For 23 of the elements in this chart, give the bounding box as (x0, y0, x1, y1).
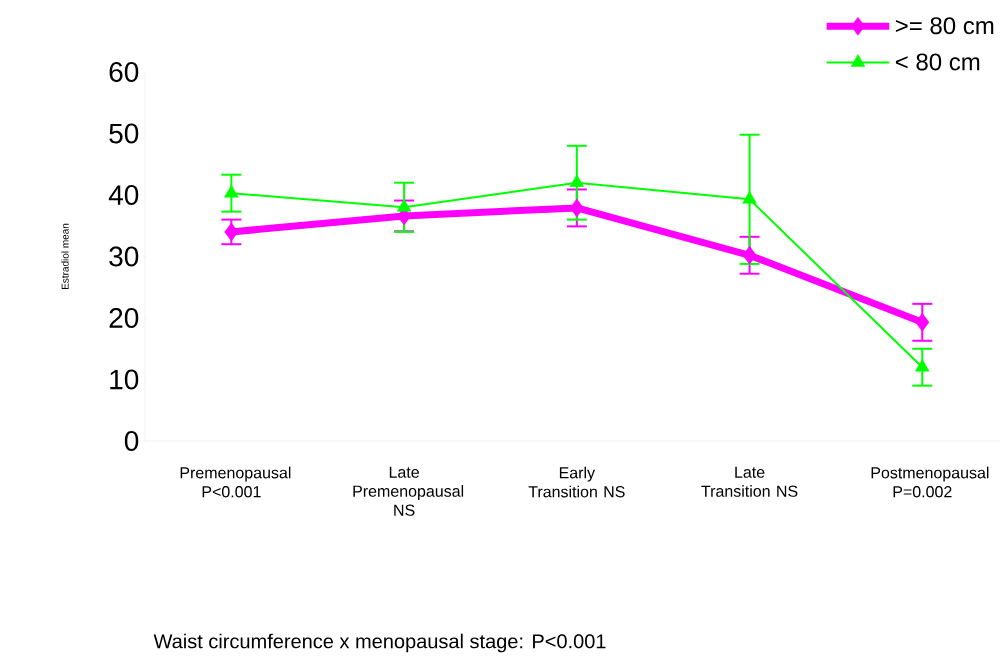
y-axis-title: Estradiol mean (61, 223, 69, 290)
y-tick-label: 10 (110, 369, 139, 390)
x-tick-label: Late Transition NS (701, 466, 798, 497)
legend-label: < 80 cm (895, 53, 980, 71)
y-tick-label: 60 (109, 62, 139, 82)
y-tick-label: 0 (124, 431, 139, 451)
point (742, 246, 757, 265)
y-tick-label: 50 (109, 123, 139, 144)
x-tick-label: Postmenopausal P=0.002 (871, 466, 989, 498)
y-tick-label: 30 (109, 246, 139, 267)
x-tick-label: Early Transition NS (528, 466, 625, 498)
legend-label: >= 80 cm (895, 17, 994, 35)
x-tick-label: Late Premenopausal NS (353, 466, 464, 516)
point (569, 174, 584, 187)
point (569, 198, 584, 218)
point (224, 184, 239, 198)
y-tick-label: 20 (109, 308, 139, 328)
y-tick-label: 40 (108, 185, 139, 205)
text: Waist circumference x menopausal stage: P<0.001 (153, 633, 606, 653)
x-tick-label: Premenopausal P<0.001 (180, 466, 291, 498)
point (915, 313, 930, 332)
point (396, 199, 412, 212)
point (742, 191, 757, 204)
